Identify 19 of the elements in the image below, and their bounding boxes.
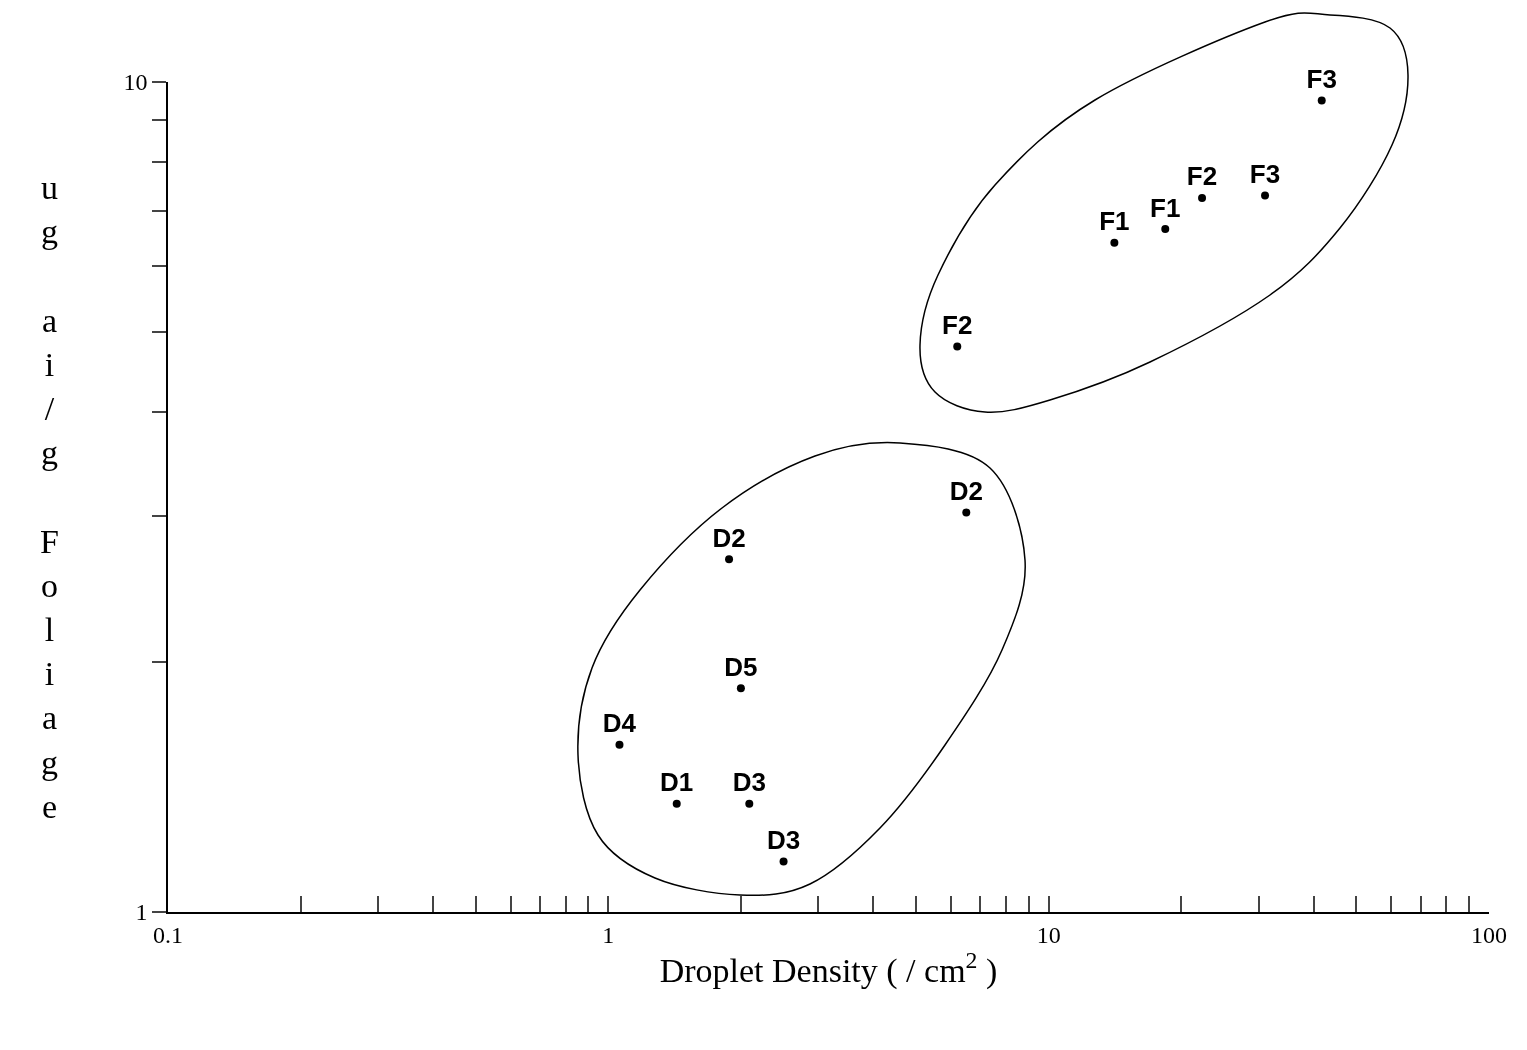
data-label: D1 — [660, 767, 694, 798]
data-label: F2 — [1186, 161, 1218, 192]
data-label: D2 — [949, 475, 983, 506]
x-tick-label: 1 — [602, 921, 615, 948]
data-label: D3 — [732, 767, 766, 798]
data-label: F1 — [1099, 206, 1130, 237]
data-label: D3 — [766, 825, 801, 856]
x-tick-label: 0.1 — [153, 921, 183, 948]
x-tick-label: 100 — [1471, 921, 1507, 948]
text: ug ai/g Foliage — [40, 169, 59, 825]
x-tick-label: 10 — [1036, 921, 1061, 948]
data-label: F2 — [942, 310, 973, 341]
data-label: D5 — [724, 651, 758, 682]
x-axis-title: Droplet Density ( / cm$^{2}$ ) — [659, 947, 998, 991]
data-label: D2 — [712, 522, 746, 553]
data-label: D4 — [602, 708, 637, 739]
data-label: F1 — [1150, 192, 1181, 223]
data-label: F3 — [1249, 158, 1281, 189]
data-label: F3 — [1306, 63, 1337, 94]
